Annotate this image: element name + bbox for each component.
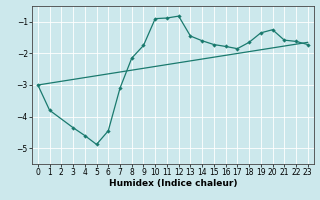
X-axis label: Humidex (Indice chaleur): Humidex (Indice chaleur) xyxy=(108,179,237,188)
